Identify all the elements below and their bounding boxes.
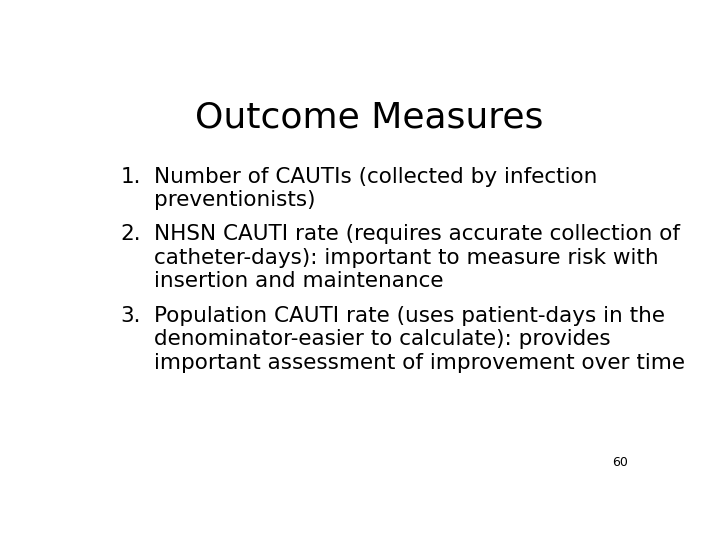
Text: Population CAUTI rate (uses patient-days in the: Population CAUTI rate (uses patient-days… (154, 306, 665, 326)
Text: important assessment of improvement over time: important assessment of improvement over… (154, 353, 685, 373)
Text: denominator-easier to calculate): provides: denominator-easier to calculate): provid… (154, 329, 611, 349)
Text: 1.: 1. (121, 167, 141, 187)
Text: preventionists): preventionists) (154, 190, 315, 210)
Text: Number of CAUTIs (collected by infection: Number of CAUTIs (collected by infection (154, 167, 598, 187)
Text: 60: 60 (613, 456, 629, 469)
Text: Outcome Measures: Outcome Measures (195, 100, 543, 134)
Text: 2.: 2. (121, 225, 141, 245)
Text: NHSN CAUTI rate (requires accurate collection of: NHSN CAUTI rate (requires accurate colle… (154, 225, 680, 245)
Text: 3.: 3. (121, 306, 141, 326)
Text: insertion and maintenance: insertion and maintenance (154, 272, 444, 292)
Text: catheter-days): important to measure risk with: catheter-days): important to measure ris… (154, 248, 659, 268)
